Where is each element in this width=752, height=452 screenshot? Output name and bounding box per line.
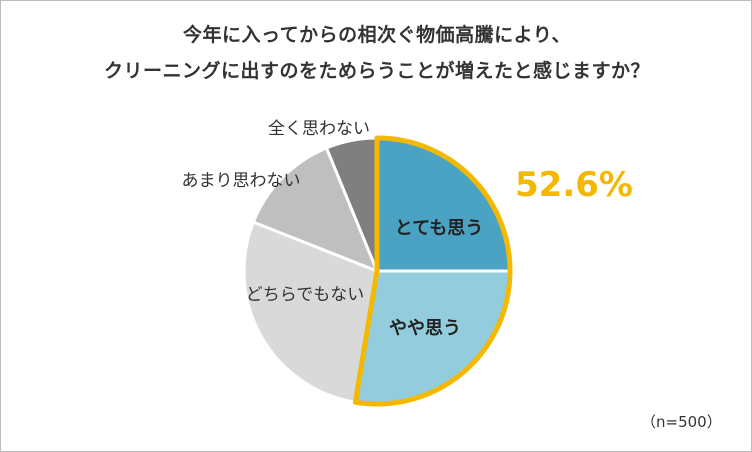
slice-label-5: 全く思わない xyxy=(268,119,370,139)
pie-slice-4 xyxy=(251,146,380,274)
sample-size-note: （n=500） xyxy=(641,413,722,431)
slice-label-4: あまり思わない xyxy=(182,171,301,191)
highlight-outline xyxy=(352,135,513,407)
slice-label-2: やや思う xyxy=(389,318,461,339)
chart-title-line-2: クリーニングに出すのをためらうことが増えたと感じますか？ xyxy=(103,60,650,82)
slice-label-1: とても思う xyxy=(395,218,484,239)
chart-title-line-1: 今年に入ってからの相次ぐ物価高騰により、 xyxy=(183,24,571,46)
highlight-percentage: 52.6% xyxy=(515,165,633,205)
slice-label-3: どちらでもない xyxy=(246,285,365,305)
pie-slice-3 xyxy=(242,220,379,404)
